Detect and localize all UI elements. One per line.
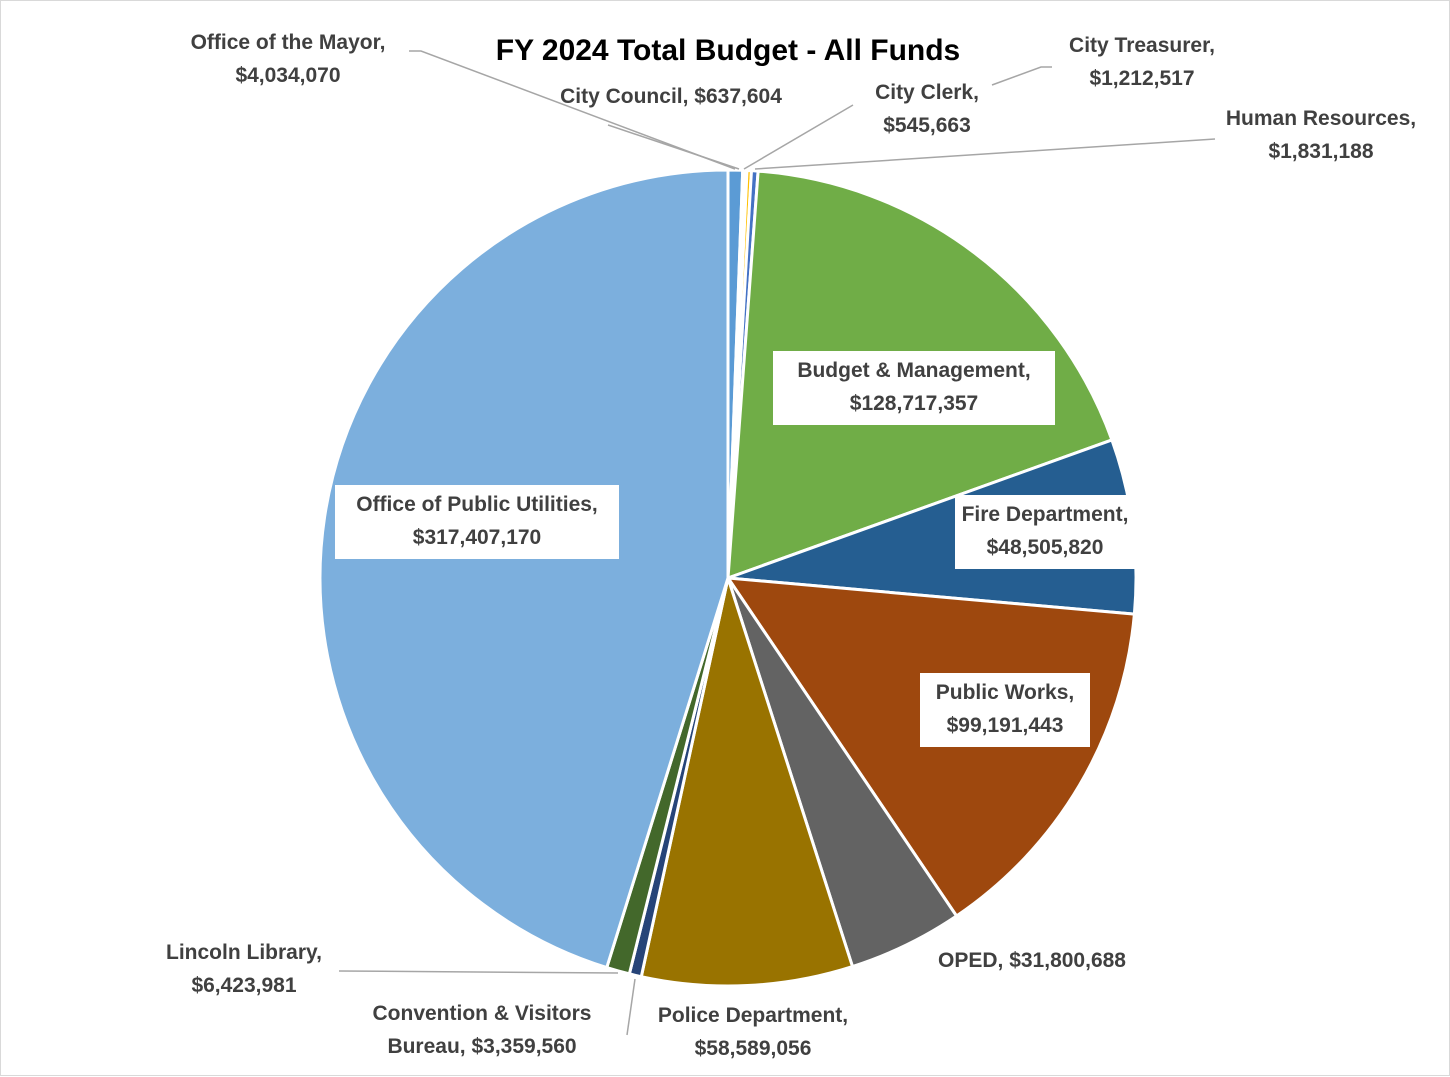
data-label-line: Lincoln Library,: [166, 941, 322, 964]
data-label-public-works: Public Works, $99,191,443: [920, 673, 1090, 747]
data-label-line: $99,191,443: [947, 714, 1064, 737]
data-label-office-of-the-mayor: Office of the Mayor, $4,034,070: [191, 31, 386, 87]
data-label-line: City Clerk,: [875, 81, 979, 104]
data-label-human-resources: Human Resources, $1,831,188: [1226, 107, 1416, 163]
leader-line-city-treasurer: [991, 66, 1052, 86]
chart-title: FY 2024 Total Budget - All Funds: [496, 34, 961, 67]
data-label-line: Public Works,: [936, 681, 1074, 704]
data-label-line: Fire Department,: [962, 503, 1129, 526]
data-label-line: Office of Public Utilities,: [356, 493, 598, 516]
data-label-oped: OPED, $31,800,688: [938, 949, 1126, 972]
leader-line-lincoln-library: [338, 970, 619, 974]
data-label-line: Convention & Visitors: [373, 1002, 592, 1025]
data-label-lincoln-library: Lincoln Library, $6,423,981: [166, 941, 322, 997]
data-label-line: $1,831,188: [1268, 140, 1373, 163]
leader-line-city-clerk: [743, 104, 854, 170]
pie-slices: [318, 168, 1138, 988]
data-label-line: City Treasurer,: [1069, 34, 1215, 57]
data-label-office-of-public-utilities: Office of Public Utilities, $317,407,170: [335, 485, 619, 559]
slice-office-of-public-utilities: [318, 168, 730, 970]
data-label-box: [955, 495, 1135, 569]
data-label-line: $317,407,170: [413, 526, 541, 549]
data-label-city-council: City Council, $637,604: [560, 85, 782, 108]
data-label-line: Bureau, $3,359,560: [387, 1035, 576, 1058]
data-label-city-clerk: City Clerk, $545,663: [875, 81, 979, 137]
data-label-line: $545,663: [883, 114, 971, 137]
data-label-line: City Council, $637,604: [560, 85, 782, 108]
data-label-city-treasurer: City Treasurer, $1,212,517: [1069, 34, 1215, 90]
data-label-convention-and-visitors-bureau: Convention & Visitors Bureau, $3,359,560: [373, 1002, 592, 1058]
leader-line-city-council: [607, 124, 740, 170]
data-label-box: [335, 485, 619, 559]
data-label-line: Office of the Mayor,: [191, 31, 386, 54]
data-label-box: [773, 351, 1055, 425]
leader-lines: [338, 50, 1216, 1036]
data-label-box: [920, 673, 1090, 747]
data-labels: Office of the Mayor, $4,034,070 City Counc…: [166, 31, 1416, 1060]
data-label-line: Police Department,: [658, 1004, 848, 1027]
data-label-line: $48,505,820: [987, 536, 1104, 559]
data-label-police-department: Police Department, $58,589,056: [658, 1004, 848, 1060]
data-label-line: $1,212,517: [1089, 67, 1194, 90]
data-label-fire-department: Fire Department, $48,505,820: [955, 495, 1135, 569]
data-label-line: $58,589,056: [695, 1037, 812, 1060]
data-label-budget-and-management: Budget & Management, $128,717,357: [773, 351, 1055, 425]
slice-police-department: [639, 576, 854, 988]
data-label-line: OPED, $31,800,688: [938, 949, 1126, 972]
leader-line-convention-and-visitors-bureau: [626, 978, 636, 1036]
data-label-line: $4,034,070: [235, 64, 340, 87]
data-label-line: Budget & Management,: [797, 359, 1030, 382]
leader-line-office-of-the-mayor: [409, 50, 736, 170]
data-label-line: $6,423,981: [191, 974, 296, 997]
data-label-line: $128,717,357: [850, 392, 978, 415]
leader-line-human-resources: [754, 138, 1216, 170]
data-label-line: Human Resources,: [1226, 107, 1416, 130]
